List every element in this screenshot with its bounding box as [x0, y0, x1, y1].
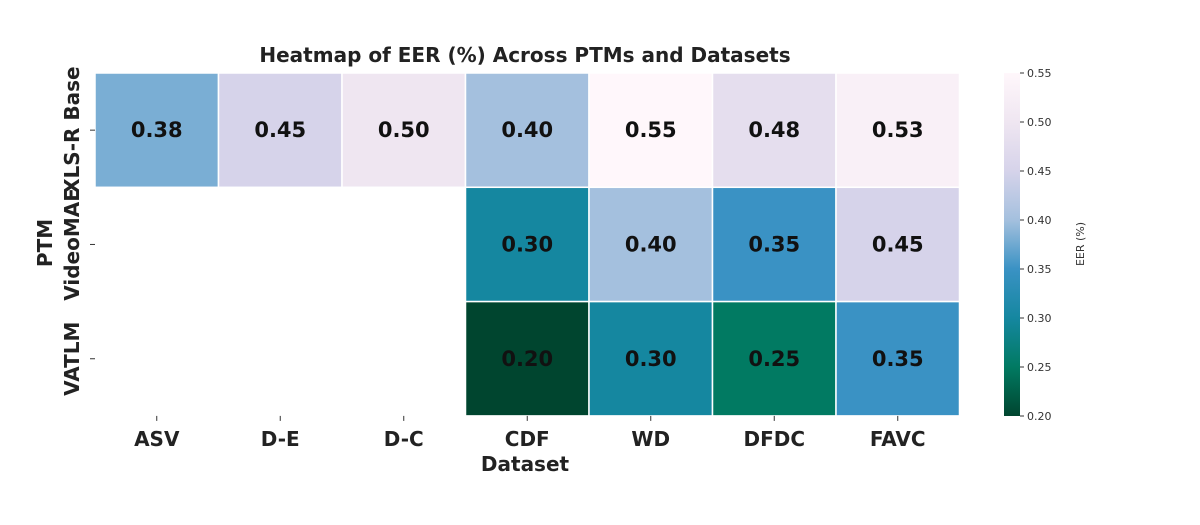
heatmap-cell [341, 72, 467, 189]
x-tick-label: FAVC [870, 427, 926, 451]
x-axis-label: Dataset [481, 452, 570, 476]
heatmap-cell [464, 300, 590, 417]
y-axis-label: PTM [33, 219, 57, 267]
cell-value-label: 0.30 [625, 347, 677, 371]
cell-value-label: 0.55 [625, 118, 677, 142]
colorbar-tick-label: 0.25 [1027, 361, 1052, 374]
cell-value-label: 0.50 [378, 118, 430, 142]
colorbar [1004, 73, 1020, 416]
heatmap-cell [464, 186, 590, 303]
colorbar-tick-label: 0.40 [1027, 214, 1052, 227]
heatmap-cell [711, 72, 837, 189]
colorbar-tick-label: 0.20 [1027, 410, 1052, 423]
cell-value-label: 0.25 [748, 347, 800, 371]
x-tick-label: D-C [384, 427, 424, 451]
cell-value-label: 0.35 [872, 347, 924, 371]
y-tick-label: VideoMAE [60, 188, 84, 301]
cell-value-label: 0.40 [501, 118, 553, 142]
cell-value-label: 0.53 [872, 118, 924, 142]
cell-value-label: 0.45 [254, 118, 306, 142]
cell-value-label: 0.20 [501, 347, 553, 371]
x-axis-ticks: ASV D-E D-C CDF WD DFDC FAVC [134, 415, 926, 451]
cell-value-label: 0.45 [872, 232, 924, 256]
colorbar-tick-label: 0.55 [1027, 67, 1052, 80]
heatmap-cells: 0.38 0.45 0.50 0.40 0.55 0.48 0.53 0.30 0.40 0.35… [94, 72, 961, 417]
y-tick-label: VATLM [60, 322, 84, 396]
colorbar-tick-label: 0.45 [1027, 165, 1052, 178]
heatmap-cell [835, 186, 961, 303]
x-tick-label: D-E [261, 427, 300, 451]
x-tick-label: CDF [505, 427, 550, 451]
cell-value-label: 0.30 [501, 232, 553, 256]
x-tick-label: ASV [134, 427, 180, 451]
colorbar-tick-label: 0.35 [1027, 263, 1052, 276]
cell-value-label: 0.40 [625, 232, 677, 256]
colorbar-tick-label: 0.50 [1027, 116, 1052, 129]
heatmap-cell [464, 72, 590, 189]
heatmap-cell [588, 300, 714, 417]
cell-value-label: 0.48 [748, 118, 800, 142]
cell-value-label: 0.38 [131, 118, 183, 142]
cell-value-label: 0.35 [748, 232, 800, 256]
colorbar-ticks: 0.20 0.25 0.30 0.35 0.40 0.45 0.50 0.55 [1020, 67, 1052, 423]
colorbar-tick-label: 0.30 [1027, 312, 1052, 325]
colorbar-label: EER (%) [1074, 222, 1087, 266]
heatmap-cell [588, 72, 714, 189]
heatmap-cell [835, 300, 961, 417]
x-tick-label: WD [631, 427, 670, 451]
heatmap-cell [711, 186, 837, 303]
heatmap-cell [217, 72, 343, 189]
heatmap-cell [94, 72, 220, 189]
y-tick-label: XLS-R Base [60, 66, 84, 193]
x-tick-label: DFDC [743, 427, 805, 451]
heatmap-cell [711, 300, 837, 417]
chart-title: Heatmap of EER (%) Across PTMs and Datas… [259, 43, 790, 67]
